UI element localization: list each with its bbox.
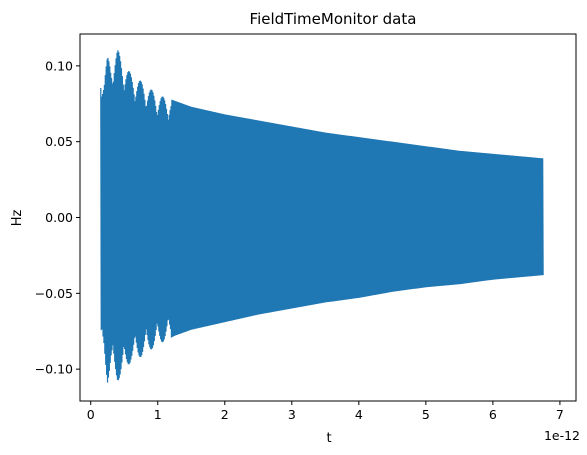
x-axis-label: t <box>326 431 331 446</box>
x-tick-label: 2 <box>221 407 229 422</box>
y-axis-label: Hz <box>10 210 25 227</box>
y-tick-label: 0.05 <box>45 134 73 149</box>
y-tick-label: −0.05 <box>35 286 73 301</box>
x-axis-offset-text: 1e-12 <box>544 428 580 443</box>
x-tick-label: 6 <box>489 407 497 422</box>
x-tick-label: 0 <box>87 407 95 422</box>
x-axis: 0 1 2 3 4 5 6 7 <box>87 401 564 422</box>
x-tick-label: 1 <box>154 407 162 422</box>
x-tick-label: 3 <box>288 407 296 422</box>
x-tick-label: 4 <box>355 407 363 422</box>
y-axis: 0.10 0.05 0.00 −0.05 −0.10 <box>35 58 80 377</box>
series-line-0 <box>100 50 544 383</box>
y-tick-label: −0.10 <box>35 362 73 377</box>
y-tick-label: 0.10 <box>45 58 73 73</box>
chart-title: FieldTimeMonitor data <box>250 10 417 28</box>
plot-area <box>100 50 544 383</box>
y-tick-label: 0.00 <box>45 210 73 225</box>
x-tick-label: 5 <box>422 407 430 422</box>
x-tick-label: 7 <box>556 407 564 422</box>
